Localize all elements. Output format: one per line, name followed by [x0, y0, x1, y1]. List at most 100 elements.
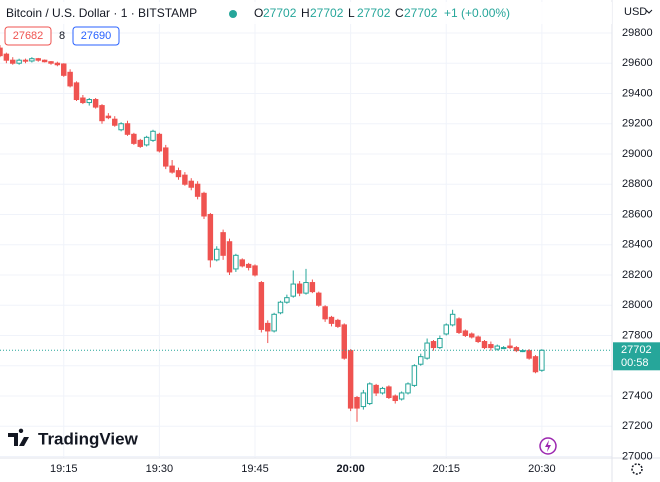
y-tick-label: 28800: [622, 178, 653, 190]
candle-body: [150, 130, 156, 141]
header: Bitcoin / U.S. Dollar · 1 · BITSTAMP O 27…: [0, 2, 653, 46]
candle-body: [322, 306, 328, 320]
y-tick-label: 28000: [622, 299, 653, 311]
y-tick-label: 29800: [622, 27, 653, 39]
candle-body: [175, 170, 182, 178]
candle-body: [92, 99, 99, 108]
ohlc-label: H: [301, 6, 310, 20]
candle-body: [99, 105, 105, 122]
candle-body: [500, 347, 507, 350]
candle-body: [54, 62, 61, 66]
logo: TradingView: [8, 428, 139, 448]
candle-body: [245, 263, 252, 268]
logo-text: TradingView: [38, 429, 139, 448]
candle-body: [16, 59, 22, 64]
market-status[interactable]: [229, 10, 237, 18]
candle-body: [22, 59, 29, 62]
candle-body: [456, 318, 462, 333]
y-tick-label: 27400: [622, 390, 653, 402]
x-tick-label: 19:30: [146, 463, 174, 475]
candle-body: [437, 338, 443, 349]
candle-body: [392, 395, 398, 402]
candle-body: [532, 356, 539, 373]
candle-body: [469, 333, 475, 338]
candle-body: [131, 133, 137, 144]
candle-body: [80, 97, 86, 104]
candle-body: [214, 248, 220, 261]
candle-body: [29, 58, 35, 62]
y-tick-label: 27200: [622, 420, 653, 432]
y-tick-label: 28400: [622, 239, 653, 251]
ohlc: O 27702 H 27702 L 27702 C 27702: [254, 6, 438, 20]
buy-box[interactable]: [72, 26, 120, 46]
y-tick-label: 28200: [622, 269, 653, 281]
sell-box[interactable]: [4, 26, 52, 46]
candle-body: [539, 349, 545, 371]
y-tick-label: 29400: [622, 87, 653, 99]
candle-body: [271, 313, 277, 332]
candle-body: [347, 350, 354, 409]
candle-body: [328, 316, 335, 324]
ohlc-label: L: [348, 6, 355, 20]
candle-body: [475, 336, 481, 343]
candle-body: [449, 313, 456, 326]
header-bg: [0, 2, 612, 24]
candle-body: [10, 59, 16, 64]
candle-body: [86, 99, 92, 104]
logo-mark: [8, 428, 29, 446]
bid-price[interactable]: 27682: [13, 30, 44, 42]
candle-body: [488, 344, 494, 349]
candle-body: [233, 254, 239, 270]
candle-body: [526, 350, 532, 359]
candle-body: [367, 383, 373, 405]
candle-body: [207, 213, 214, 261]
candle-body: [373, 384, 379, 394]
candle-body: [124, 123, 131, 135]
candle-body: [265, 322, 271, 332]
x-tick-label: 19:15: [50, 463, 78, 475]
settings-icon[interactable]: [631, 463, 643, 475]
candle-body: [220, 232, 226, 256]
candle-body: [481, 341, 488, 349]
candle-body: [277, 301, 284, 314]
countdown-label: 00:58: [621, 357, 649, 369]
candle-body: [290, 283, 296, 297]
y-tick-label: 29000: [622, 148, 653, 160]
currency-caret: [645, 9, 653, 14]
candle-body: [156, 133, 163, 152]
events-icon[interactable]: [539, 437, 557, 455]
candle-body: [169, 165, 175, 173]
candle-body: [258, 282, 265, 330]
spread: 8: [59, 30, 65, 42]
candle-body: [494, 345, 500, 350]
candle-body: [341, 324, 347, 359]
x-tick-label: 20:00: [337, 463, 365, 475]
x-tick-label: 20:30: [528, 463, 556, 475]
candle-body: [61, 63, 67, 76]
candle-body: [309, 282, 316, 293]
y-tick-label: 27800: [622, 329, 653, 341]
currency[interactable]: USD: [624, 6, 647, 18]
candle-body: [35, 58, 41, 61]
candle-body: [335, 319, 341, 327]
candle-body: [354, 396, 360, 409]
candle-body: [201, 192, 207, 217]
ohlc-label: O: [254, 6, 263, 20]
candle-body: [226, 241, 233, 273]
y-tick-label: 29600: [622, 57, 653, 69]
ohlc-value: 27702: [310, 6, 344, 20]
candle-body: [405, 383, 411, 394]
candle-body: [443, 324, 449, 335]
y-tick-label: 27000: [622, 450, 653, 462]
symbol-title[interactable]: Bitcoin / U.S. Dollar · 1 · BITSTAMP: [6, 6, 197, 20]
candle-body: [418, 356, 424, 365]
x-tick-label: 19:45: [241, 463, 269, 475]
candle-body: [462, 330, 469, 336]
ask-price[interactable]: 27690: [81, 30, 112, 42]
ohlc-value: 27702: [357, 6, 391, 20]
candle-body: [48, 61, 54, 64]
candle-body: [3, 53, 10, 61]
x-tick-label: 20:15: [432, 463, 460, 475]
